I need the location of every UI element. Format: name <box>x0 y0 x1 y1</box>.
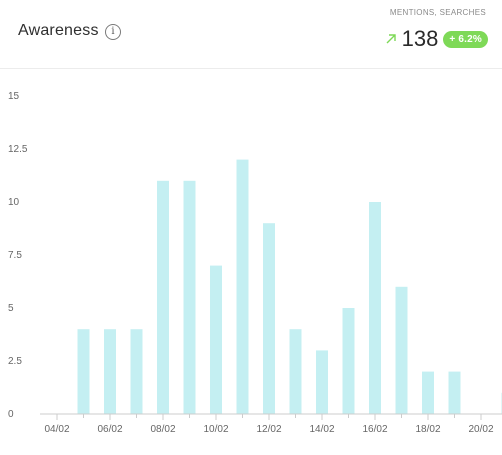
x-tick-label: 18/02 <box>415 424 440 435</box>
bar <box>131 329 143 414</box>
bar <box>396 287 408 414</box>
change-badge: + 6.2% <box>443 31 488 48</box>
bar <box>343 308 355 414</box>
bar <box>210 266 222 414</box>
chart-area: 0 2.5 5 7.5 10 12.5 15 04/02 06/02 08/02 10/02 12/0… <box>0 68 502 450</box>
x-tick-label: 06/02 <box>97 424 122 435</box>
bar-chart: 0 2.5 5 7.5 10 12.5 15 04/02 06/02 08/02 10/02 12/0… <box>0 68 502 450</box>
bar <box>78 329 90 414</box>
bar <box>263 223 275 414</box>
x-tick-label: 08/02 <box>150 424 175 435</box>
metric-summary: 138 + 6.2% <box>385 26 488 52</box>
bar <box>422 372 434 414</box>
bar <box>104 329 116 414</box>
info-icon[interactable]: i <box>105 24 121 40</box>
metric-label: MENTIONS, SEARCHES <box>390 8 486 17</box>
bar <box>369 202 381 414</box>
y-tick-label: 2.5 <box>8 356 22 367</box>
x-tick-label: 20/02 <box>468 424 493 435</box>
y-tick-label: 12.5 <box>8 144 28 155</box>
x-tick-label: 14/02 <box>309 424 334 435</box>
bar <box>157 181 169 414</box>
bar <box>237 160 249 414</box>
bar <box>316 350 328 414</box>
x-tick-label: 04/02 <box>44 424 69 435</box>
y-tick-label: 5 <box>8 303 14 314</box>
x-tick-label: 16/02 <box>362 424 387 435</box>
y-tick-label: 0 <box>8 409 14 420</box>
bar <box>290 329 302 414</box>
y-tick-label: 7.5 <box>8 250 22 261</box>
arrow-up-right-icon <box>385 33 397 45</box>
y-tick-label: 10 <box>8 197 20 208</box>
x-tick-label: 10/02 <box>203 424 228 435</box>
bar <box>449 372 461 414</box>
bar <box>184 181 196 414</box>
x-tick-label: 12/02 <box>256 424 281 435</box>
widget-title: Awareness <box>18 22 99 40</box>
widget-header: Awareness i MENTIONS, SEARCHES 138 + 6.2… <box>0 0 502 69</box>
metric-value: 138 <box>402 26 439 52</box>
y-tick-label: 15 <box>8 91 20 102</box>
